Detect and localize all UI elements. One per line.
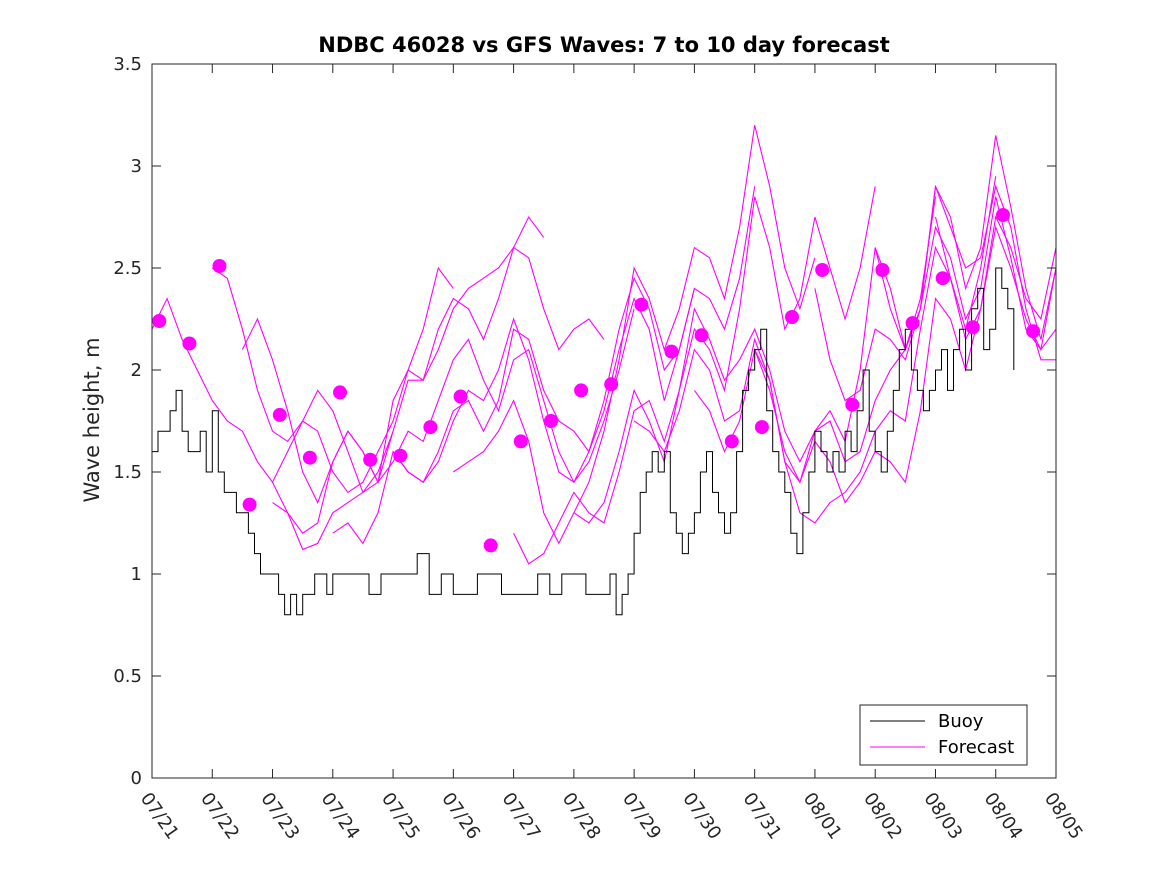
forecast-point: [302, 450, 317, 465]
plot-frame: [151, 63, 1057, 779]
x-tick-label: 08/04: [980, 789, 1027, 844]
x-tick-label: 07/28: [558, 789, 605, 844]
chart-title: NDBC 46028 vs GFS Waves: 7 to 10 day for…: [318, 33, 889, 57]
forecast-point: [1026, 324, 1041, 339]
legend-label-forecast: Forecast: [938, 737, 1014, 758]
forecast-point: [935, 271, 950, 286]
x-tick-label: 07/27: [498, 789, 545, 844]
y-tick-label: 2: [131, 360, 142, 381]
forecast-point: [544, 414, 558, 428]
y-tick-label: 0.5: [113, 666, 142, 687]
forecast-point: [664, 344, 679, 359]
forecast-point: [785, 310, 799, 324]
x-tick-label: 07/26: [437, 789, 484, 844]
x-tick-label: 07/22: [196, 789, 243, 844]
legend: Buoy Forecast: [859, 704, 1028, 766]
x-tick-label: 07/29: [618, 789, 665, 844]
forecast-run-line-11: [633, 176, 997, 524]
forecast-point: [574, 383, 589, 398]
x-tick-label: 08/02: [859, 789, 906, 844]
forecast-run-line-16: [934, 216, 1056, 351]
x-tick-label: 08/03: [919, 789, 966, 844]
y-tick-label: 0: [131, 768, 142, 789]
forecast-run-line-8: [452, 125, 816, 545]
forecast-point: [333, 385, 347, 400]
forecast-point: [242, 497, 257, 512]
forecast-point: [604, 377, 619, 392]
forecast-point: [965, 320, 980, 335]
forecast-run-line-2: [211, 266, 454, 494]
forecast-point: [694, 328, 709, 343]
forecast-point: [423, 420, 438, 435]
forecast-point: [754, 420, 769, 435]
y-tick-label: 1.5: [113, 462, 142, 483]
x-tick-label: 07/30: [678, 789, 725, 844]
x-tick-label: 07/25: [377, 789, 424, 844]
series-group: [152, 125, 1056, 616]
forecast-point: [182, 336, 197, 351]
forecast-point: [724, 434, 739, 449]
y-tick-label: 3.5: [113, 54, 142, 75]
forecast-point: [363, 452, 378, 467]
y-tick-label: 2.5: [113, 258, 142, 279]
y-tick-label: 1: [131, 564, 142, 585]
x-tick-label: 08/01: [799, 789, 846, 844]
legend-label-buoy: Buoy: [938, 711, 984, 732]
forecast-point: [483, 538, 498, 553]
forecast-run-line-9: [513, 186, 876, 565]
x-tick-label: 07/24: [317, 789, 364, 844]
x-tick-label: 07/23: [256, 789, 303, 844]
x-tick-label: 08/05: [1040, 789, 1087, 844]
forecast-run-line-3: [241, 215, 545, 504]
x-tick-label: 07/21: [136, 789, 183, 844]
forecast-point: [212, 259, 227, 273]
forecast-point: [905, 316, 920, 331]
forecast-point: [152, 314, 167, 328]
forecast-point: [453, 389, 468, 404]
y-axis-title: Wave height, m: [80, 337, 104, 502]
x-tick-label: 07/31: [739, 789, 786, 844]
forecast-point: [875, 263, 890, 277]
forecast-point: [634, 297, 649, 312]
forecast-point: [845, 397, 860, 412]
forecast-point: [393, 448, 408, 463]
forecast-point: [513, 434, 528, 449]
legend-box: [859, 704, 1028, 766]
forecast-point: [996, 208, 1010, 222]
forecast-run-line-4: [272, 246, 605, 551]
forecast-point: [272, 407, 287, 422]
forecast-point: [815, 263, 830, 277]
buoy-line: [152, 267, 1015, 616]
y-tick-label: 3: [131, 156, 142, 177]
forecast-run-line-7: [392, 186, 756, 484]
